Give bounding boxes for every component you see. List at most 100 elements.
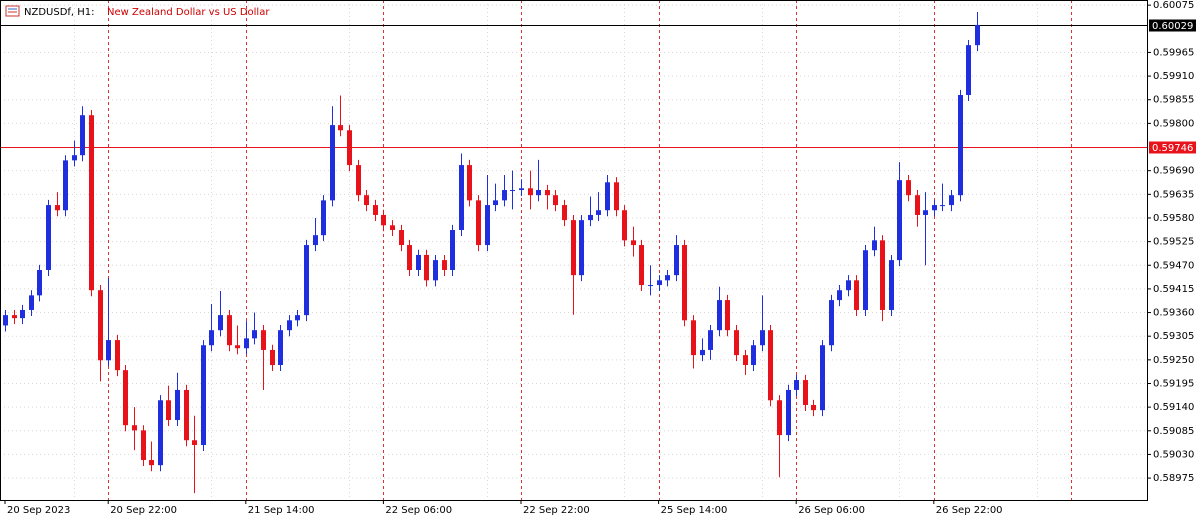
candle-body [897,180,902,261]
x-tick-label: 26 Sep 06:00 [798,505,865,516]
candle-body [407,245,412,270]
candle-body [854,280,859,310]
candle-body [442,260,447,270]
candle-body [631,240,636,246]
y-tick-label: 0.59635 [1153,189,1194,200]
candle-body [605,182,610,211]
candle-body [510,190,515,192]
candle-body [115,340,120,371]
chart-icon [5,5,20,17]
candle-body [244,338,249,349]
candle-body [218,315,223,331]
candle-body [648,285,653,287]
y-tick-label: 0.60075 [1153,0,1194,11]
candle-body [923,210,928,215]
y-tick-label: 0.59250 [1153,355,1194,366]
candle-body [304,245,309,316]
candle-body [390,225,395,231]
candle-body [433,260,438,281]
candle-body [123,370,128,426]
candle-body [141,430,146,461]
candle-body [536,190,541,196]
candle-body [373,205,378,215]
candle-body [270,349,275,366]
candle-body [906,180,911,196]
y-tick-label: 0.59855 [1153,95,1194,106]
candle-body [416,254,421,270]
candle-body [751,345,756,366]
title-block: NZDUSDf, H1: New Zealand Dollar vs US Do… [5,5,270,18]
candle-body [278,330,283,366]
candle-body [321,200,326,236]
candle-body [717,300,722,331]
candle-body [364,195,369,206]
candle-body [347,130,352,166]
candle-body [665,275,670,281]
chart-title: NZDUSDf, H1: [24,7,95,18]
candle-body [743,355,748,366]
candle-body [958,95,963,196]
candle-body [201,345,206,445]
candle-body [98,290,103,361]
y-tick-label: 0.59525 [1153,237,1194,248]
candle-body [932,205,937,211]
candle-body [330,125,335,201]
y-tick-label: 0.59415 [1153,284,1194,295]
candle-body [700,349,705,356]
y-tick-label: 0.58975 [1153,473,1194,484]
y-tick-label: 0.59140 [1153,402,1194,413]
candle-body [399,230,404,246]
y-tick-label: 0.59910 [1153,71,1194,82]
candle-body [519,188,524,191]
y-tick-label: 0.59305 [1153,331,1194,342]
price-label: 0.60029 [1152,21,1193,32]
candle-body [235,345,240,349]
candle-body [46,205,51,270]
candle-body [803,380,808,405]
candle-body [760,330,765,346]
candle-body [502,190,507,201]
candle-body [12,315,17,319]
candle-body [485,205,490,246]
candle-body [829,300,834,346]
plot-layer [0,0,1148,500]
candle-body [106,340,111,361]
y-tick-label: 0.59195 [1153,378,1194,389]
candle-body [811,404,816,411]
candle-body [725,300,730,331]
candle-body [149,460,154,466]
y-tick-label: 0.59690 [1153,166,1194,177]
y-tick-label: 0.59800 [1153,118,1194,129]
candle-body [889,260,894,310]
candle-body [72,155,77,161]
candle-body [837,290,842,301]
price-label: 0.59746 [1152,143,1193,154]
candle-body [940,205,945,207]
y-tick-label: 0.59030 [1153,449,1194,460]
candle-body [571,220,576,276]
y-tick-label: 0.59965 [1153,47,1194,58]
candle-body [657,280,662,286]
candle-body [295,315,300,321]
candle-body [80,115,85,156]
candle-body [493,200,498,206]
price-label-box [1149,141,1196,154]
candle-body [459,165,464,231]
candle-body [209,330,214,346]
candle-body [89,115,94,291]
candle-body [313,235,318,246]
candle-body [476,200,481,246]
candle-body [63,160,68,211]
candle-body [356,165,361,196]
candle-body [252,330,257,339]
candle-body [596,210,601,215]
price-label-box [1149,19,1196,32]
candle-body [545,190,550,196]
candle-body [786,389,791,436]
candle-body [614,182,619,211]
candle-body [29,295,34,310]
plot-frame [0,0,1148,501]
candle-body [588,214,593,221]
candle-body [261,330,266,350]
